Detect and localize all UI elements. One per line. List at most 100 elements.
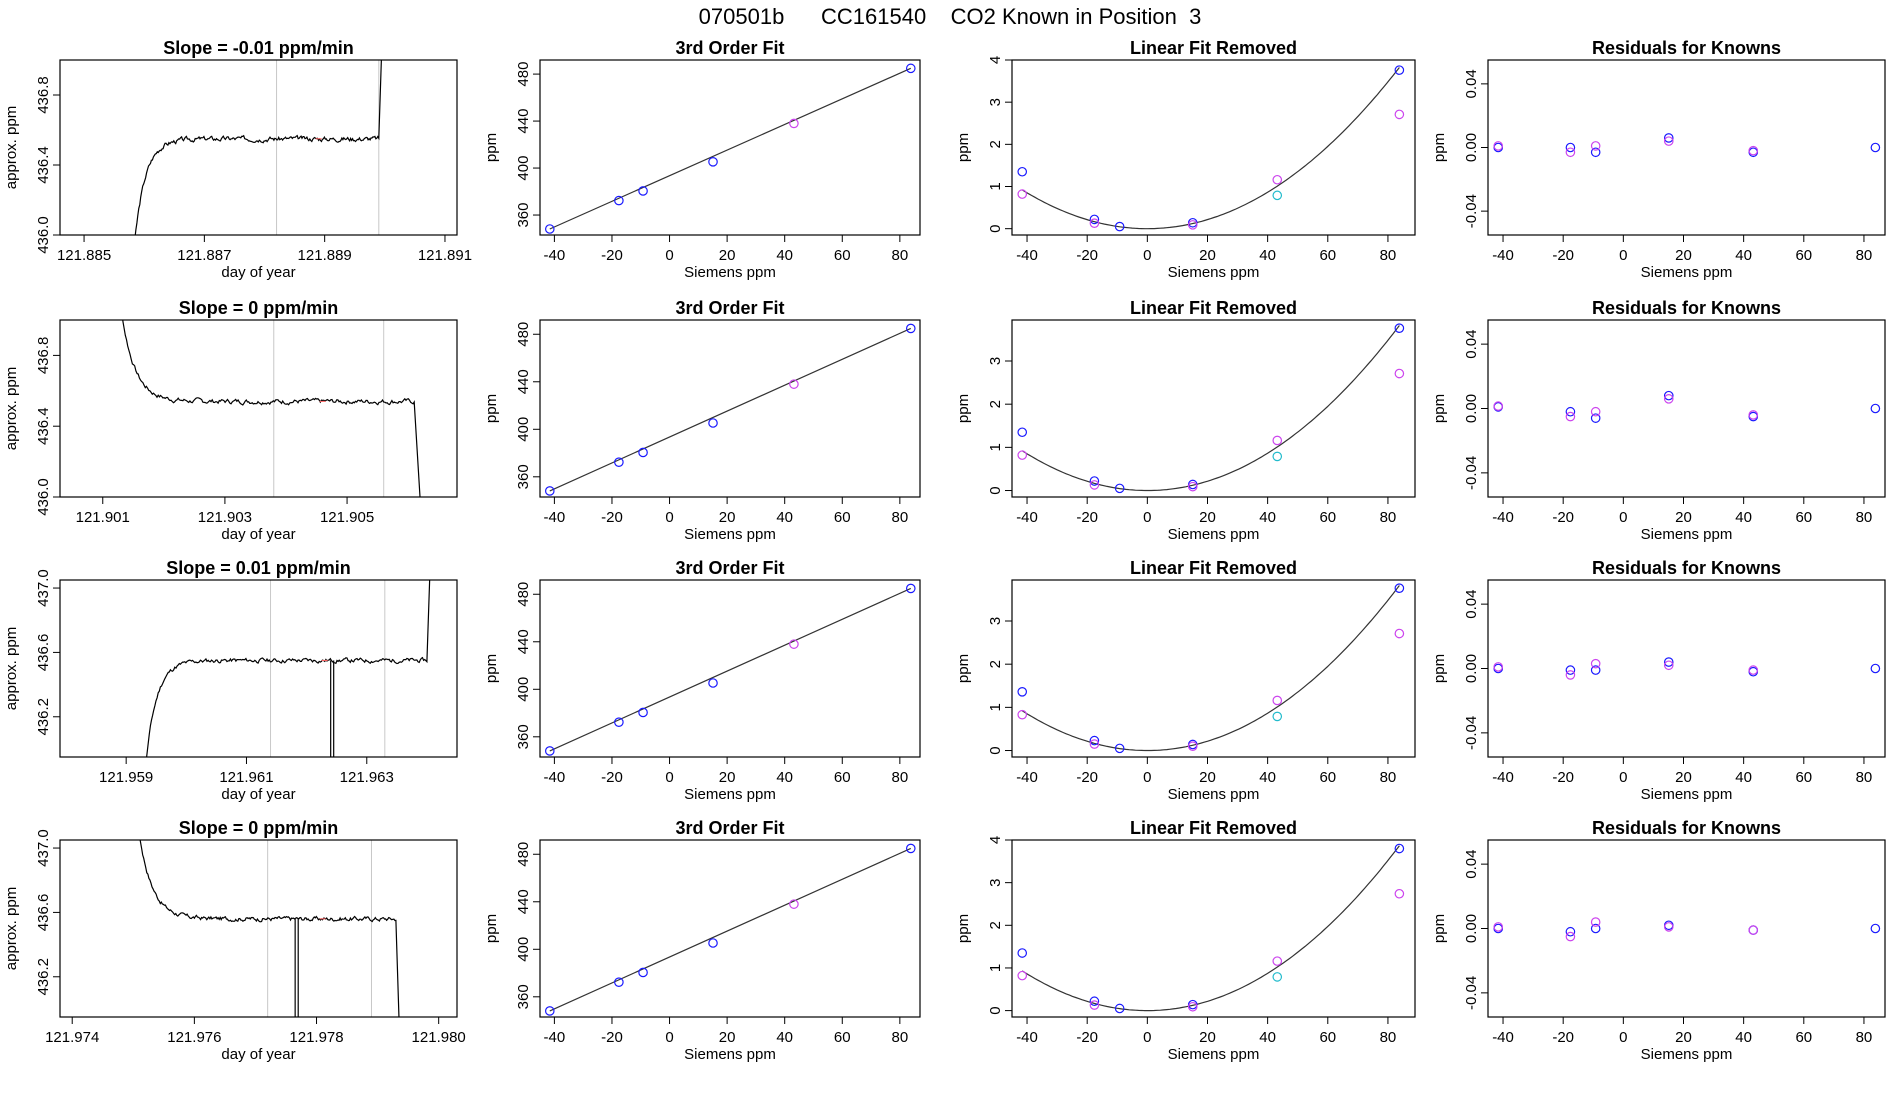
x-tick-label: 80 [892,1029,909,1046]
x-tick-label: 40 [1259,769,1276,786]
x-tick-label: 80 [892,247,909,264]
plot-area [549,67,912,230]
data-point [1394,583,1405,594]
y-tick-label: 437.0 [35,829,52,867]
data-point [1565,665,1576,675]
x-tick-label: 0 [1619,247,1627,264]
y-tick-label: 1 [987,964,1004,972]
y-tick-label: 440 [515,889,532,914]
x-tick-label: -20 [601,247,623,264]
y-tick-label: 436.2 [35,958,52,996]
data-point [1565,147,1576,158]
measurement-trace [122,320,421,497]
y-tick-label: 400 [515,937,532,962]
x-tick-label: 80 [1380,1029,1397,1046]
data-point [1748,925,1759,935]
x-tick-label: 20 [719,247,736,264]
data-point [1590,658,1601,669]
y-tick-label: 4 [987,56,1004,64]
measurement-trace [146,580,431,757]
data-point [614,977,624,987]
x-tick-label: 40 [1735,509,1752,526]
data-point [1493,141,1504,151]
panel-r1c1: Slope = -0.01 ppm/min 121.885 121.887 121.8… [3,38,472,281]
x-axis-label: day of year [221,786,295,803]
x-tick-label: -40 [1492,769,1514,786]
x-tick-label: -20 [1076,247,1098,264]
data-point [905,323,916,334]
panel-r3c4: Residuals for Knowns -40 -20 0 20 40 60 80 -0.04… [1431,558,1886,803]
data-point [1272,711,1283,722]
x-tick-label: 40 [1259,1029,1276,1046]
data-point [1017,450,1028,460]
x-tick-label: 121.974 [45,1029,99,1046]
plot-frame [1487,319,1886,498]
panel-r4c1: Slope = 0 ppm/min 121.974 121.976 121.978 12… [3,818,466,1063]
x-tick-label: 40 [1735,1029,1752,1046]
x-axis-label: day of year [221,526,295,543]
x-tick-label: 80 [1856,509,1873,526]
plot-frame [1487,839,1886,1018]
data-point [1017,189,1028,199]
data-point [1017,687,1028,697]
data-point [1590,665,1601,675]
panel-r2c2: 3rd Order Fit -40 -20 0 20 40 60 80 360 400 440 480… [483,298,921,543]
panel-r3c2: 3rd Order Fit -40 -20 0 20 40 60 80 360 400 440 480… [483,558,921,803]
data-point [1114,743,1125,754]
x-tick-label: 40 [776,769,793,786]
data-point [1272,190,1283,201]
data-point [1089,735,1100,746]
y-axis-label: approx. ppm [3,106,20,189]
data-point [1590,141,1601,151]
data-point [905,843,916,854]
x-tick-label: 0 [665,769,673,786]
plot-area [1021,585,1400,752]
y-axis-label: approx. ppm [3,887,20,970]
plot-area [1021,325,1400,492]
x-axis-label: Siemens ppm [1168,786,1260,803]
y-tick-label: 360 [515,724,532,749]
y-axis-label: ppm [955,654,972,683]
panel-title: 3rd Order Fit [675,38,784,58]
y-tick-label: 440 [515,109,532,134]
data-point [1089,739,1100,749]
y-tick-label: 1 [987,443,1004,451]
data-point [1394,888,1405,899]
x-tick-label: -40 [544,509,566,526]
x-tick-label: 121.905 [320,509,374,526]
x-tick-label: -40 [1492,509,1514,526]
data-point [1089,218,1100,228]
panel-r1c2: 3rd Order Fit -40 -20 0 20 40 60 80 360 400 440 480… [483,38,921,281]
y-axis-label: ppm [483,914,500,943]
x-axis-label: Siemens ppm [1641,264,1733,281]
y-tick-label: 436.6 [35,634,52,672]
x-tick-label: 60 [834,1029,851,1046]
data-point [638,707,648,718]
data-point [544,746,555,756]
y-tick-label: 3 [987,98,1004,106]
x-tick-label: 40 [776,247,793,264]
panel-title: Linear Fit Removed [1130,298,1297,318]
x-tick-label: 0 [1143,509,1151,526]
data-point [1114,483,1125,494]
x-tick-label: -40 [544,247,566,264]
x-tick-label: 40 [776,1029,793,1046]
plot-frame [59,579,458,758]
data-point [1493,401,1504,411]
y-axis-label: approx. ppm [3,367,20,450]
data-point [1272,972,1283,982]
data-point [1870,142,1881,153]
x-tick-label: 121.887 [177,247,231,264]
measurement-trace [134,60,382,235]
y-tick-label: 360 [515,464,532,489]
y-tick-label: 0 [987,486,1004,494]
x-tick-label: 20 [1675,247,1692,264]
x-tick-label: 121.889 [298,247,352,264]
y-tick-label: 400 [515,677,532,702]
y-tick-label: 0 [987,1006,1004,1014]
x-tick-label: 60 [1319,769,1336,786]
data-point [1017,166,1028,177]
x-tick-label: -20 [1552,769,1574,786]
data-point [789,639,799,649]
x-tick-label: 80 [1856,1029,1873,1046]
